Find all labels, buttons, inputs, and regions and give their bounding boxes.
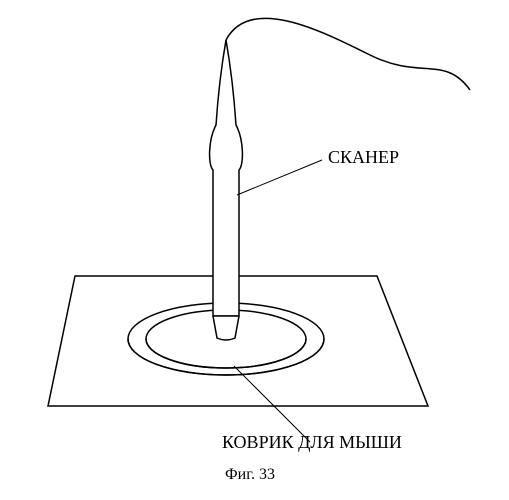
ring-outer-front <box>128 339 324 375</box>
leader-scanner <box>237 160 322 195</box>
scanner-tip <box>213 316 239 340</box>
leader-mousepad <box>234 366 310 442</box>
figure-caption: Фиг. 33 <box>225 466 275 484</box>
scanner-cable <box>226 18 470 90</box>
scanner-body <box>210 40 243 316</box>
mousepad-label: КОВРИК ДЛЯ МЫШИ <box>222 432 402 453</box>
scanner-label: СКАНЕР <box>328 147 399 168</box>
ring-inner-front <box>146 339 306 368</box>
